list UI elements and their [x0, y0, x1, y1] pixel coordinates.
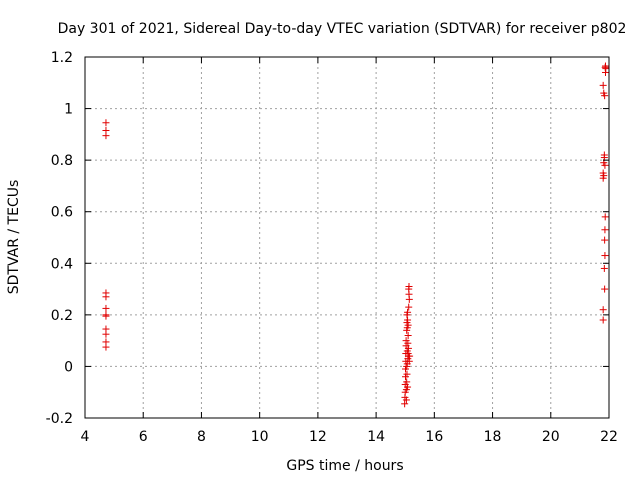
y-tick-label: 0.8 — [51, 153, 73, 169]
data-point — [599, 306, 607, 314]
data-point — [602, 65, 610, 73]
data-points — [102, 62, 610, 408]
data-point — [404, 321, 412, 329]
data-point — [601, 161, 609, 169]
x-tick-label: 6 — [139, 429, 148, 445]
x-tick-label: 8 — [197, 429, 206, 445]
data-point — [405, 282, 413, 290]
x-tick-label: 12 — [309, 429, 327, 445]
plot-frame — [84, 56, 610, 419]
data-point — [601, 92, 609, 100]
data-point — [102, 132, 110, 140]
x-tick-label: 14 — [367, 429, 385, 445]
data-point — [406, 352, 414, 360]
data-point — [102, 119, 110, 127]
data-point — [600, 264, 608, 272]
x-tick-label: 4 — [81, 429, 90, 445]
data-point — [405, 303, 413, 311]
data-point — [404, 316, 412, 324]
data-point — [599, 316, 607, 324]
axis-ticks — [84, 56, 610, 419]
x-axis-label: GPS time / hours — [286, 458, 403, 474]
data-point — [404, 339, 412, 347]
x-tick-label: 18 — [484, 429, 502, 445]
data-point — [404, 331, 412, 339]
data-point — [600, 151, 608, 159]
y-tick-label: -0.2 — [46, 411, 73, 427]
data-point — [102, 343, 110, 351]
data-point — [403, 378, 411, 386]
data-point — [601, 226, 609, 234]
x-tick-label: 16 — [425, 429, 443, 445]
data-point — [102, 293, 110, 301]
y-tick-label: 0.6 — [51, 205, 73, 221]
data-point — [600, 172, 608, 180]
data-point — [102, 312, 110, 320]
x-tick-label: 20 — [542, 429, 560, 445]
data-point — [601, 252, 609, 260]
data-point — [102, 304, 110, 312]
y-tick-label: 0 — [64, 359, 73, 375]
data-point — [401, 400, 409, 408]
data-point — [601, 236, 609, 244]
data-point — [404, 344, 412, 352]
y-tick-label: 0.4 — [51, 256, 73, 272]
chart-title: Day 301 of 2021, Sidereal Day-to-day VTE… — [58, 21, 627, 37]
y-tick-label: 1.2 — [51, 50, 73, 66]
y-tick-labels: -0.2 0 0.2 0.4 0.6 0.8 1 1.2 — [46, 50, 73, 427]
data-point — [601, 213, 609, 221]
data-point — [405, 295, 413, 303]
data-point — [403, 370, 411, 378]
x-tick-label: 22 — [600, 429, 618, 445]
x-tick-labels: 4 6 8 10 12 14 16 18 20 22 — [81, 429, 618, 445]
data-point — [601, 285, 609, 293]
y-tick-label: 0.2 — [51, 308, 73, 324]
y-tick-label: 1 — [64, 102, 73, 118]
data-point — [404, 308, 412, 316]
data-point — [402, 396, 410, 404]
grid — [85, 57, 609, 418]
x-tick-label: 10 — [251, 429, 269, 445]
data-point — [404, 383, 412, 391]
data-point — [102, 330, 110, 338]
y-axis-label: SDTVAR / TECUs — [6, 180, 22, 295]
data-point — [599, 81, 607, 89]
